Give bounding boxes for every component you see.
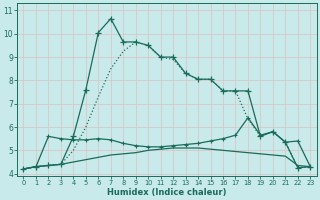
X-axis label: Humidex (Indice chaleur): Humidex (Indice chaleur) — [107, 188, 227, 197]
